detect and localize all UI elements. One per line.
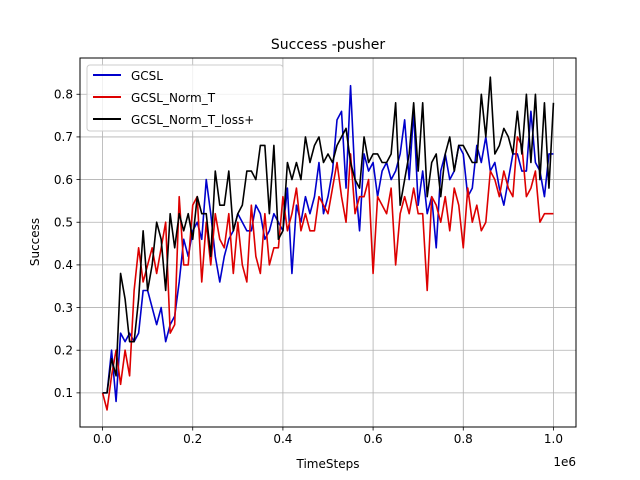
legend-label-gcsl-norm-t: GCSL_Norm_T: [131, 91, 216, 105]
y-axis-ticks: 0.1 0.2 0.3 0.4 0.5 0.6 0.7 0.8: [54, 88, 80, 400]
y-tick-label: 0.2: [54, 344, 73, 358]
legend-label-gcsl: GCSL: [131, 69, 163, 83]
y-tick-label: 0.4: [54, 258, 73, 272]
x-axis-offset-label: 1e6: [553, 455, 576, 469]
chart-title: Success -pusher: [271, 37, 385, 53]
x-axis-ticks: 0.0 0.2 0.4 0.6 0.8 1.0: [93, 427, 563, 446]
x-axis-label: TimeSteps: [296, 457, 360, 471]
legend: GCSL GCSL_Norm_T GCSL_Norm_T_loss+: [86, 64, 284, 132]
legend-box: [86, 64, 284, 132]
x-tick-label: 0.4: [273, 432, 292, 446]
plot-frame: [79, 57, 577, 428]
x-tick-label: 0.6: [364, 432, 383, 446]
y-tick-label: 0.1: [54, 386, 73, 400]
series-lines: [101, 76, 555, 411]
series-line-1: [101, 136, 554, 411]
legend-label-gcsl-norm-t-loss: GCSL_Norm_T_loss+: [131, 113, 254, 127]
y-tick-label: 0.3: [54, 301, 73, 315]
x-tick-label: 1.0: [544, 432, 563, 446]
y-tick-label: 0.8: [54, 88, 73, 102]
y-tick-label: 0.5: [54, 216, 73, 230]
x-tick-label: 0.0: [93, 432, 112, 446]
y-tick-label: 0.7: [54, 130, 73, 144]
y-axis-label: Success: [28, 218, 42, 266]
series-line-2: [102, 76, 555, 394]
x-tick-label: 0.2: [183, 432, 202, 446]
x-tick-label: 0.8: [454, 432, 473, 446]
y-tick-label: 0.6: [54, 173, 73, 187]
